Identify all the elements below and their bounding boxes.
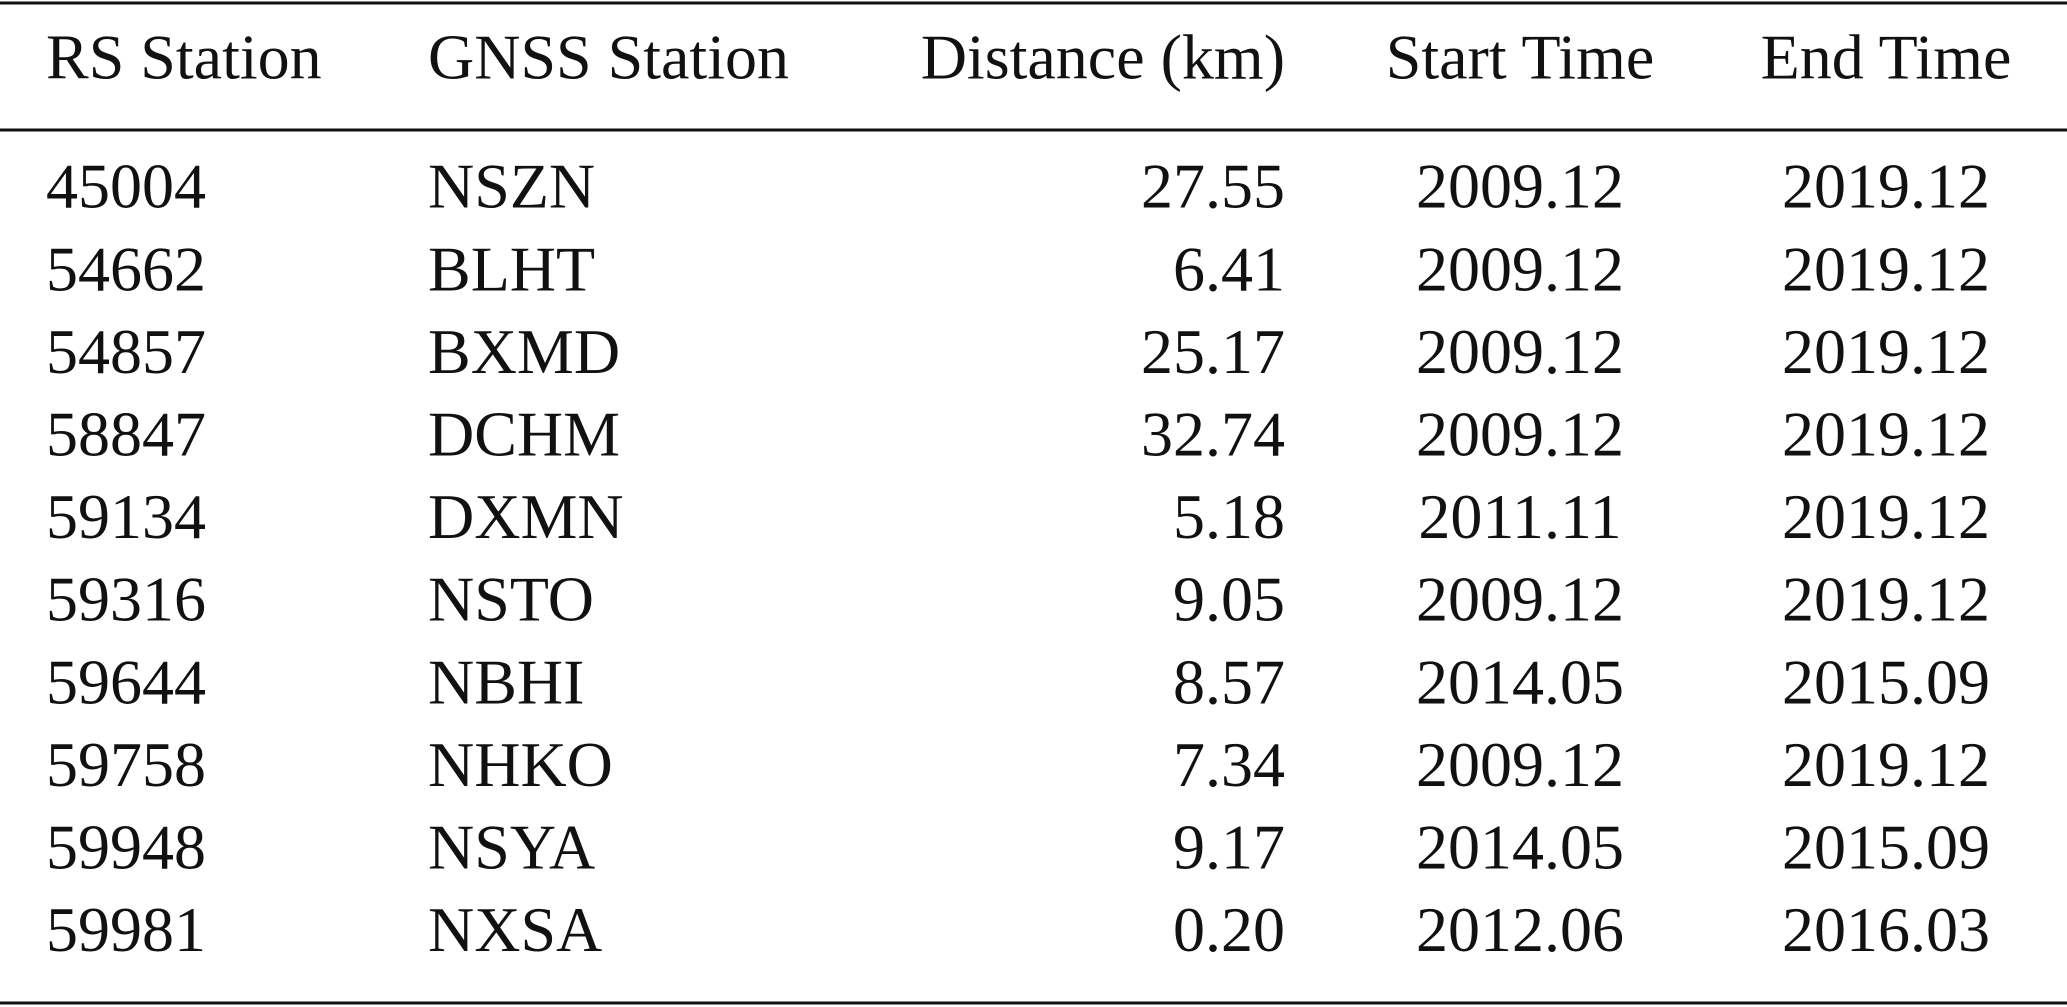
table-cell: 2019.12 <box>1782 398 1990 469</box>
table-cell: DCHM <box>428 398 620 469</box>
table-cell: 59948 <box>46 811 206 882</box>
header-cell: Distance (km) <box>921 22 1285 93</box>
table-cell: 2019.12 <box>1782 316 1990 387</box>
table-cell: 58847 <box>46 398 206 469</box>
table-cell: 2019.12 <box>1782 564 1990 635</box>
table-cell: 9.17 <box>1173 811 1285 882</box>
table-cell: 2019.12 <box>1782 481 1990 552</box>
table-cell: NXSA <box>428 894 602 965</box>
table-cell: 2014.05 <box>1416 811 1624 882</box>
header-cell: Start Time <box>1386 22 1655 93</box>
table-cell: 7.34 <box>1173 729 1285 800</box>
table-cell: 2011.11 <box>1418 481 1621 552</box>
table-cell: BLHT <box>428 233 595 304</box>
table-cell: NSZN <box>428 151 595 222</box>
table-cell: 59981 <box>46 894 206 965</box>
table-cell: NSYA <box>428 811 595 882</box>
table-cell: 2009.12 <box>1416 151 1624 222</box>
table-cell: 2009.12 <box>1416 233 1624 304</box>
table-cell: 8.57 <box>1173 646 1285 717</box>
table-cell: 2016.03 <box>1782 894 1990 965</box>
table-cell: 2015.09 <box>1782 646 1990 717</box>
table-cell: DXMN <box>428 481 624 552</box>
table-cell: 2009.12 <box>1416 316 1624 387</box>
table-cell: 59644 <box>46 646 206 717</box>
table-cell: 2014.05 <box>1416 646 1624 717</box>
table-cell: 2009.12 <box>1416 398 1624 469</box>
table-cell: 32.74 <box>1141 398 1285 469</box>
table-cell: 2019.12 <box>1782 233 1990 304</box>
table-cell: 59758 <box>46 729 206 800</box>
table-cell: NHKO <box>428 729 613 800</box>
table-cell: 2019.12 <box>1782 151 1990 222</box>
table-cell: 25.17 <box>1141 316 1285 387</box>
table-cell: 54662 <box>46 233 206 304</box>
table-cell: NSTO <box>428 564 594 635</box>
table-cell: 59316 <box>46 564 206 635</box>
header-cell: End Time <box>1761 22 2012 93</box>
table-cell: 5.18 <box>1173 481 1285 552</box>
header-cell: RS Station <box>46 22 322 93</box>
table-cell: 54857 <box>46 316 206 387</box>
table-cell: 6.41 <box>1173 233 1285 304</box>
header-cell: GNSS Station <box>428 22 789 93</box>
table-cell: 9.05 <box>1173 564 1285 635</box>
table-cell: 2009.12 <box>1416 729 1624 800</box>
table-cell: 45004 <box>46 151 206 222</box>
table-cell: BXMD <box>428 316 620 387</box>
table-cell: NBHI <box>428 646 584 717</box>
table-cell: 2009.12 <box>1416 564 1624 635</box>
table-cell: 2012.06 <box>1416 894 1624 965</box>
table-cell: 59134 <box>46 481 206 552</box>
table-cell: 2015.09 <box>1782 811 1990 882</box>
table-cell: 0.20 <box>1173 894 1285 965</box>
table-cell: 2019.12 <box>1782 729 1990 800</box>
table-cell: 27.55 <box>1141 151 1285 222</box>
